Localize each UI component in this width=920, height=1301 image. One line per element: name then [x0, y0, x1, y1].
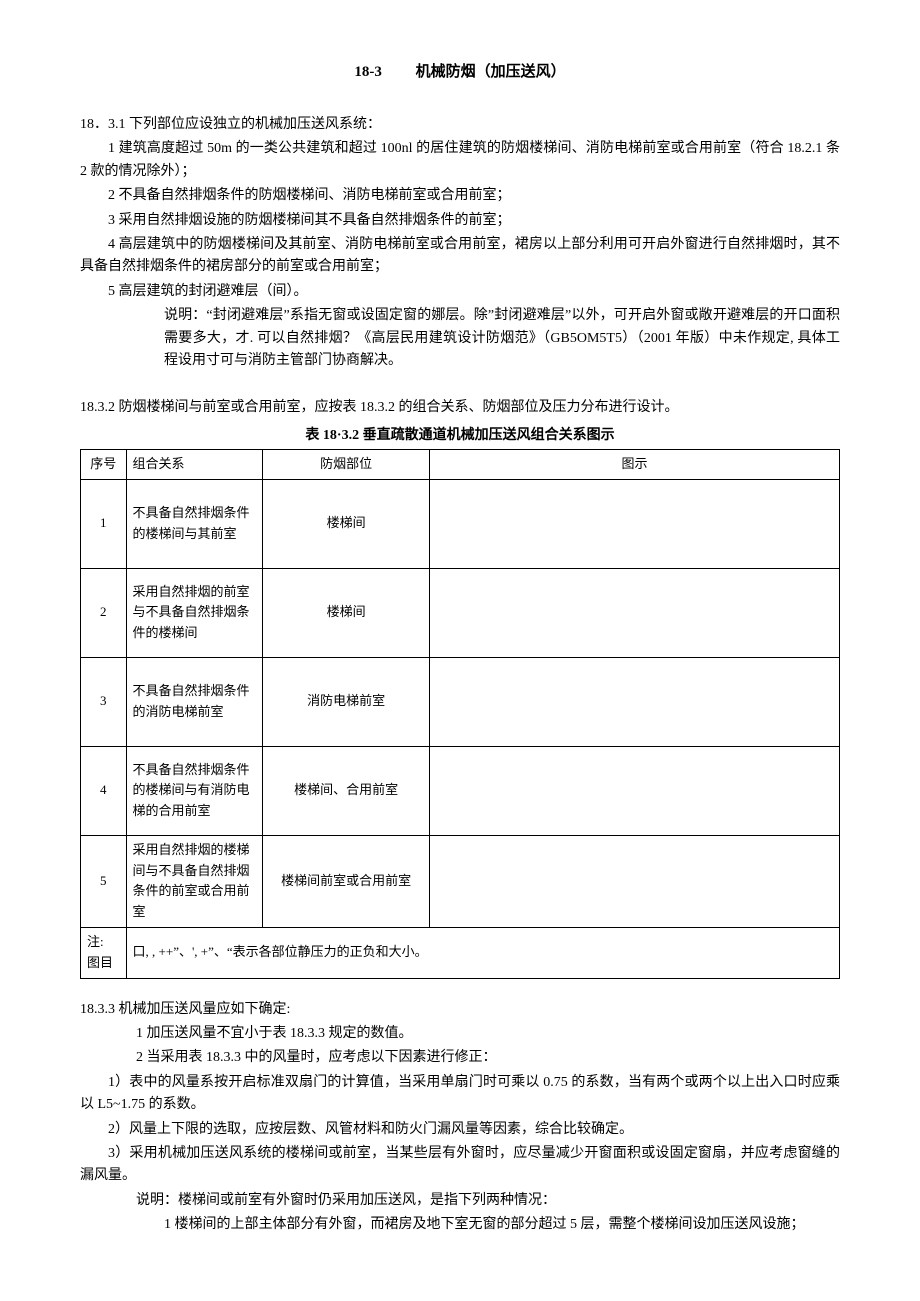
- table-row: 3 不具备自然排烟条件的消防电梯前室 消防电梯前室: [81, 657, 840, 746]
- section-heading: 18.3.2 防烟楼梯间与前室或合用前室，应按表 18.3.2 的组合关系、防烟…: [80, 397, 840, 419]
- paragraph: 2）风量上下限的选取，应按层数、风管材料和防火门漏风量等因素，综合比较确定。: [80, 1119, 840, 1141]
- table-note-row: 注: 图目 口, , ++”、', +”、“表示各部位静压力的正负和大小。: [81, 928, 840, 979]
- note-text: 口, , ++”、', +”、“表示各部位静压力的正负和大小。: [126, 928, 839, 979]
- cell-relation: 不具备自然排烟条件的楼梯间与有消防电梯的合用前室: [126, 746, 263, 835]
- cell-diagram: [430, 479, 840, 568]
- cell-relation: 不具备自然排烟条件的消防电梯前室: [126, 657, 263, 746]
- cell-seq: 5: [81, 835, 127, 927]
- section-number: 18-3: [354, 64, 382, 80]
- paragraph: 3）采用机械加压送风系统的楼梯间或前室，当某些层有外窗时，应尽量减少开窗面积或设…: [80, 1143, 840, 1188]
- cell-relation: 不具备自然排烟条件的楼梯间与其前室: [126, 479, 263, 568]
- cell-diagram: [430, 568, 840, 657]
- table-header-row: 序号 组合关系 防烟部位 图示: [81, 450, 840, 480]
- header-part: 防烟部位: [263, 450, 430, 480]
- section-title: 18-3 机械防烟（加压送风）: [80, 60, 840, 84]
- paragraph: 5 高层建筑的封闭避难层（间）。: [80, 281, 840, 303]
- cell-diagram: [430, 657, 840, 746]
- note-label: 注: 图目: [81, 928, 127, 979]
- cell-relation: 采用自然排烟的楼梯间与不具备自然排烟条件的前室或合用前室: [126, 835, 263, 927]
- table-row: 5 采用自然排烟的楼梯间与不具备自然排烟条件的前室或合用前室 楼梯间前室或合用前…: [81, 835, 840, 927]
- paragraph: 18．3.1 下列部位应设独立的机械加压送风系统：: [80, 114, 840, 136]
- header-diagram: 图示: [430, 450, 840, 480]
- cell-part: 楼梯间、合用前室: [263, 746, 430, 835]
- table-row: 1 不具备自然排烟条件的楼梯间与其前室 楼梯间: [81, 479, 840, 568]
- cell-seq: 3: [81, 657, 127, 746]
- cell-seq: 2: [81, 568, 127, 657]
- cell-part: 楼梯间: [263, 568, 430, 657]
- cell-seq: 4: [81, 746, 127, 835]
- paragraph-note: 说明：楼梯间或前室有外窗时仍采用加压送风，是指下列两种情况：: [80, 1190, 840, 1212]
- table-row: 2 采用自然排烟的前室与不具备自然排烟条件的楼梯间 楼梯间: [81, 568, 840, 657]
- cell-part: 楼梯间前室或合用前室: [263, 835, 430, 927]
- table-title: 表 18·3.2 垂直疏散通道机械加压送风组合关系图示: [80, 425, 840, 447]
- cell-part: 楼梯间: [263, 479, 430, 568]
- cell-diagram: [430, 835, 840, 927]
- paragraph: 2 不具备自然排烟条件的防烟楼梯间、消防电梯前室或合用前室；: [80, 185, 840, 207]
- paragraph: 1）表中的风量系按开启标准双扇门的计算值，当采用单扇门时可乘以 0.75 的系数…: [80, 1072, 840, 1117]
- table-row: 4 不具备自然排烟条件的楼梯间与有消防电梯的合用前室 楼梯间、合用前室: [81, 746, 840, 835]
- section-title-text: 机械防烟（加压送风）: [416, 64, 566, 80]
- cell-seq: 1: [81, 479, 127, 568]
- cell-relation: 采用自然排烟的前室与不具备自然排烟条件的楼梯间: [126, 568, 263, 657]
- cell-part: 消防电梯前室: [263, 657, 430, 746]
- cell-diagram: [430, 746, 840, 835]
- combination-table: 序号 组合关系 防烟部位 图示 1 不具备自然排烟条件的楼梯间与其前室 楼梯间 …: [80, 449, 840, 979]
- paragraph: 3 采用自然排烟设施的防烟楼梯间其不具备自然排烟条件的前室；: [80, 210, 840, 232]
- header-seq: 序号: [81, 450, 127, 480]
- paragraph: 1 建筑高度超过 50m 的一类公共建筑和超过 100nl 的居住建筑的防烟楼梯…: [80, 138, 840, 183]
- paragraph: 18.3.3 机械加压送风量应如下确定:: [80, 999, 840, 1021]
- paragraph-note: 说明：“封闭避难层”系指无窗或设固定窗的娜层。除”封闭避难层”以外，可开启外窗或…: [80, 305, 840, 372]
- paragraph: 18.3.2 防烟楼梯间与前室或合用前室，应按表 18.3.2 的组合关系、防烟…: [80, 400, 679, 415]
- paragraph-note: 1 楼梯间的上部主体部分有外窗，而裙房及地下室无窗的部分超过 5 层，需整个楼梯…: [80, 1214, 840, 1236]
- paragraph: 1 加压送风量不宜小于表 18.3.3 规定的数值。: [80, 1023, 840, 1045]
- paragraph: 4 高层建筑中的防烟楼梯间及其前室、消防电梯前室或合用前室，裙房以上部分利用可开…: [80, 234, 840, 279]
- paragraph: 2 当采用表 18.3.3 中的风量时，应考虑以下因素进行修正：: [80, 1047, 840, 1069]
- header-relation: 组合关系: [126, 450, 263, 480]
